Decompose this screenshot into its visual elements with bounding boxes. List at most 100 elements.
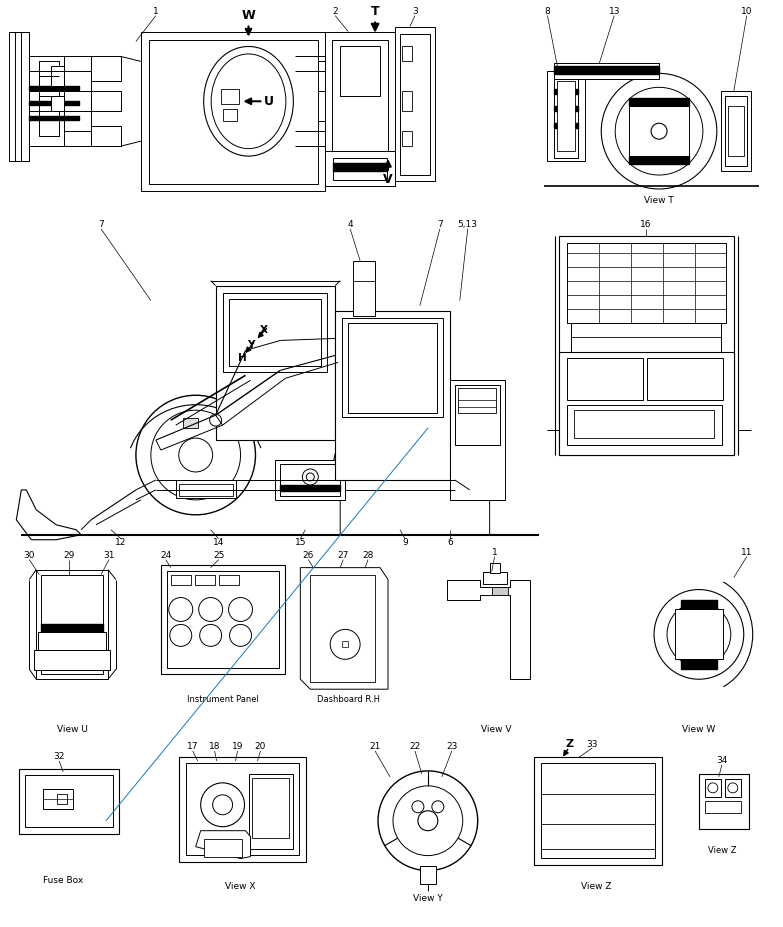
Bar — [280, 485, 340, 491]
Text: 26: 26 — [302, 552, 314, 560]
Bar — [51, 67, 64, 86]
Bar — [721, 92, 751, 171]
Bar — [542, 763, 655, 857]
Bar — [229, 298, 321, 366]
Circle shape — [412, 801, 424, 813]
Bar — [568, 359, 643, 400]
Bar — [175, 480, 236, 498]
Text: H: H — [238, 353, 247, 363]
Circle shape — [199, 598, 222, 621]
Polygon shape — [447, 579, 529, 679]
Text: View Y: View Y — [413, 894, 442, 903]
Bar — [252, 778, 290, 838]
Bar — [91, 57, 121, 82]
Bar — [340, 46, 380, 96]
Circle shape — [689, 625, 709, 644]
Text: View Z: View Z — [581, 882, 612, 891]
Text: 20: 20 — [254, 743, 266, 752]
Circle shape — [179, 438, 213, 472]
Text: 22: 22 — [410, 743, 420, 752]
Bar — [39, 61, 60, 136]
Bar — [141, 32, 325, 191]
Text: 24: 24 — [161, 552, 171, 560]
Text: 5,13: 5,13 — [458, 221, 478, 229]
Bar — [29, 116, 79, 121]
Bar — [29, 101, 79, 106]
Bar — [402, 92, 412, 111]
Text: T: T — [370, 6, 380, 19]
Bar — [699, 774, 749, 829]
Circle shape — [728, 783, 738, 793]
Text: 23: 23 — [446, 743, 457, 752]
Bar — [675, 609, 723, 659]
Bar — [38, 632, 106, 651]
Text: 27: 27 — [337, 552, 349, 560]
Bar — [57, 794, 67, 804]
Bar — [402, 46, 412, 61]
Text: 28: 28 — [363, 552, 373, 560]
Bar — [353, 260, 375, 315]
Text: View U: View U — [56, 725, 88, 733]
Text: 6: 6 — [447, 539, 453, 547]
Bar — [647, 359, 723, 400]
Circle shape — [708, 783, 718, 793]
Text: 11: 11 — [741, 548, 752, 557]
Circle shape — [378, 771, 478, 870]
Text: 1: 1 — [153, 7, 159, 16]
Circle shape — [136, 395, 255, 514]
Text: 31: 31 — [103, 552, 115, 560]
Circle shape — [387, 438, 423, 473]
Bar — [25, 775, 113, 827]
Bar — [449, 380, 504, 500]
Bar — [348, 324, 437, 413]
Circle shape — [170, 625, 192, 646]
Circle shape — [418, 811, 438, 831]
Bar — [179, 757, 306, 861]
Bar — [554, 67, 659, 74]
Text: 13: 13 — [608, 7, 620, 16]
Bar — [568, 405, 722, 445]
Bar — [222, 293, 327, 373]
Text: 29: 29 — [63, 552, 75, 560]
Bar — [492, 587, 507, 594]
Bar — [335, 311, 449, 480]
Bar — [325, 32, 395, 171]
Text: 21: 21 — [370, 743, 381, 752]
Bar — [482, 572, 507, 584]
Text: 7: 7 — [98, 221, 104, 229]
Bar — [400, 33, 430, 175]
Circle shape — [302, 469, 318, 485]
Bar — [630, 156, 689, 164]
Bar — [161, 565, 285, 674]
Circle shape — [330, 629, 360, 659]
Circle shape — [641, 113, 677, 149]
Bar — [554, 89, 579, 95]
Bar — [248, 774, 294, 848]
Text: View T: View T — [644, 197, 674, 206]
Bar — [535, 757, 662, 865]
Bar — [559, 235, 734, 455]
Bar — [41, 575, 103, 674]
Text: 4: 4 — [348, 221, 353, 229]
Circle shape — [229, 598, 252, 621]
Text: U: U — [263, 95, 273, 108]
Text: Fuse Box: Fuse Box — [43, 876, 83, 885]
Text: Y: Y — [247, 340, 254, 350]
Text: Z: Z — [565, 739, 573, 749]
Bar — [342, 318, 443, 417]
Bar — [325, 151, 395, 186]
Bar — [575, 410, 714, 438]
Bar — [705, 801, 741, 813]
Circle shape — [200, 625, 222, 646]
Bar — [725, 96, 747, 166]
Text: View V: View V — [482, 725, 512, 733]
Bar — [34, 651, 110, 670]
Bar — [41, 625, 103, 632]
Bar — [204, 839, 241, 857]
Bar — [554, 76, 579, 159]
Bar — [167, 571, 280, 668]
Bar — [458, 388, 496, 413]
Text: View X: View X — [226, 882, 256, 891]
Bar — [310, 575, 375, 682]
Bar — [630, 98, 689, 107]
